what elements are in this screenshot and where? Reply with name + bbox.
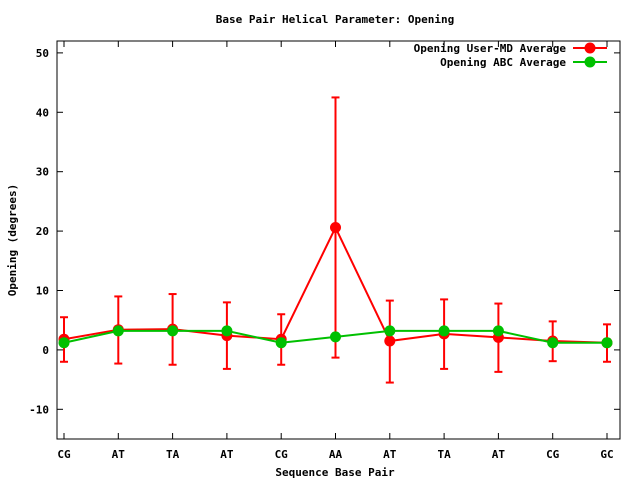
x-axis-label: Sequence Base Pair: [275, 466, 395, 479]
data-point: [221, 325, 233, 337]
data-point: [438, 325, 450, 337]
data-point: [58, 337, 70, 349]
y-tick-label: 20: [36, 225, 49, 238]
data-point: [275, 337, 287, 349]
y-tick-label: 50: [36, 47, 49, 60]
y-tick-label: -10: [29, 403, 49, 416]
x-tick-label: TA: [437, 448, 451, 461]
data-point: [384, 325, 396, 337]
legend-swatch-point: [584, 56, 596, 68]
x-tick-label: CG: [57, 448, 71, 461]
y-tick-label: 10: [36, 284, 49, 297]
data-point: [167, 325, 179, 337]
x-tick-label: AT: [220, 448, 234, 461]
y-axis-label: Opening (degrees): [6, 184, 19, 297]
series-2: [58, 325, 613, 349]
chart-title: Base Pair Helical Parameter: Opening: [216, 13, 454, 26]
x-tick-label: AT: [383, 448, 397, 461]
x-tick-label: AA: [329, 448, 343, 461]
data-point: [547, 337, 559, 349]
x-tick-label: CG: [546, 448, 560, 461]
data-point: [384, 335, 396, 347]
y-axis: -10 0 10 20 30 40 50: [29, 47, 620, 416]
x-tick-label: CG: [275, 448, 289, 461]
series-layer: [58, 96, 613, 384]
x-tick-label: AT: [112, 448, 126, 461]
plot-frame: [56, 40, 621, 440]
data-point: [112, 325, 124, 337]
x-axis: CG AT TA AT CG AA AT TA AT CG GC: [57, 41, 614, 461]
data-point: [601, 337, 613, 349]
x-tick-label: TA: [166, 448, 180, 461]
data-point: [330, 222, 341, 234]
y-tick-label: 30: [36, 166, 49, 179]
x-tick-label: AT: [492, 448, 506, 461]
legend-label: Opening ABC Average: [440, 56, 566, 69]
data-point: [492, 325, 504, 337]
x-tick-label: GC: [600, 448, 613, 461]
data-point: [330, 331, 341, 343]
legend-swatch-point: [584, 42, 596, 54]
legend-label: Opening User-MD Average: [414, 42, 567, 55]
y-tick-label: 40: [36, 106, 49, 119]
y-tick-label: 0: [42, 344, 49, 357]
